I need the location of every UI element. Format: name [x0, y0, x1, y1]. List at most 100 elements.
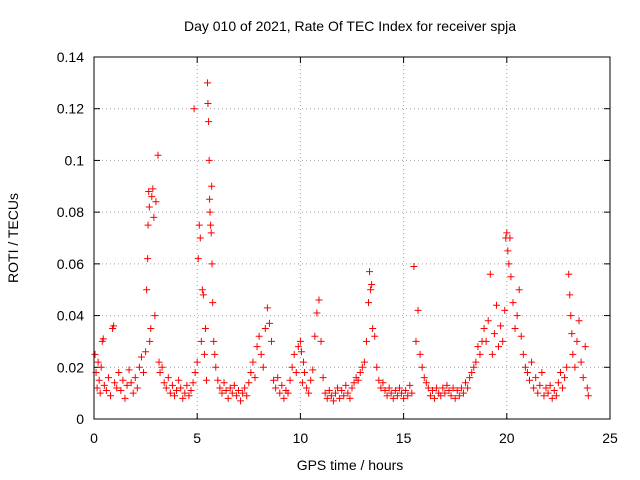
data-point [93, 384, 101, 392]
data-point [212, 363, 220, 371]
data-point [175, 376, 183, 384]
data-point [368, 281, 376, 289]
data-point [216, 384, 224, 392]
data-point [206, 208, 214, 216]
data-point [340, 392, 348, 400]
data-point [196, 234, 204, 242]
data-point [354, 376, 362, 384]
data-point [251, 374, 259, 382]
data-point [123, 381, 131, 389]
data-point [536, 381, 544, 389]
data-point [336, 394, 344, 402]
data-point [315, 296, 323, 304]
data-point [113, 384, 121, 392]
data-point [226, 384, 234, 392]
data-point [131, 374, 139, 382]
data-point [365, 299, 373, 307]
data-point [338, 387, 346, 395]
data-point [556, 368, 564, 376]
data-point [91, 350, 99, 358]
data-point [185, 392, 193, 400]
data-point [286, 376, 294, 384]
data-point [305, 389, 313, 397]
data-point [211, 350, 219, 358]
data-point [292, 368, 300, 376]
data-point [571, 363, 579, 371]
data-point [148, 193, 156, 201]
data-point [298, 379, 306, 387]
data-point [99, 335, 107, 343]
data-point [437, 392, 445, 400]
data-point [206, 195, 214, 203]
data-point [433, 384, 441, 392]
data-point [511, 325, 519, 332]
data-point [468, 368, 476, 376]
data-point [459, 389, 467, 397]
data-point [107, 392, 115, 400]
data-point [466, 374, 474, 382]
data-point [490, 330, 498, 338]
data-point [133, 384, 141, 392]
data-point [583, 384, 591, 392]
data-point [505, 260, 513, 268]
y-tick-label: 0.14 [57, 49, 84, 65]
data-point [127, 379, 135, 387]
data-point [424, 384, 432, 392]
data-point [369, 325, 377, 332]
data-point [317, 337, 325, 345]
data-point [395, 384, 403, 392]
data-point [567, 312, 575, 320]
y-tick-label: 0.12 [57, 101, 84, 117]
data-point [464, 384, 472, 392]
data-point [321, 389, 329, 397]
data-point [197, 337, 205, 345]
data-point [207, 229, 215, 237]
data-point [445, 387, 453, 395]
data-point [309, 366, 317, 374]
data-point [96, 389, 104, 397]
data-point [204, 100, 212, 108]
data-point [189, 379, 197, 387]
data-point [241, 384, 249, 392]
data-point [528, 358, 536, 366]
data-point [385, 384, 393, 392]
data-point [179, 394, 187, 402]
data-point [208, 260, 216, 268]
data-point [234, 387, 242, 395]
data-point [566, 291, 574, 299]
data-point [499, 337, 507, 345]
data-point [350, 379, 358, 387]
data-point [408, 389, 416, 397]
data-point [327, 392, 335, 400]
data-point [550, 387, 558, 395]
data-point [546, 381, 554, 389]
data-point [393, 392, 401, 400]
data-point [125, 366, 133, 374]
data-point [569, 350, 577, 358]
data-point [402, 387, 410, 395]
data-point [95, 376, 103, 384]
data-point [348, 384, 356, 392]
data-point [117, 387, 125, 395]
data-point [418, 363, 426, 371]
data-point [319, 374, 327, 382]
data-point [521, 363, 529, 371]
data-point [344, 389, 352, 397]
data-point [290, 350, 298, 358]
data-point [422, 379, 430, 387]
data-point [416, 350, 424, 358]
data-point [218, 389, 226, 397]
data-point [181, 389, 189, 397]
data-point [222, 387, 230, 395]
plot-frame [93, 56, 611, 420]
data-point [561, 374, 569, 382]
data-point [154, 151, 162, 159]
data-point [280, 394, 288, 402]
data-point [534, 389, 542, 397]
data-point [202, 376, 210, 384]
data-point [584, 392, 592, 400]
data-point [232, 392, 240, 400]
data-point [268, 337, 276, 345]
data-point [325, 387, 333, 395]
data-point [462, 379, 470, 387]
